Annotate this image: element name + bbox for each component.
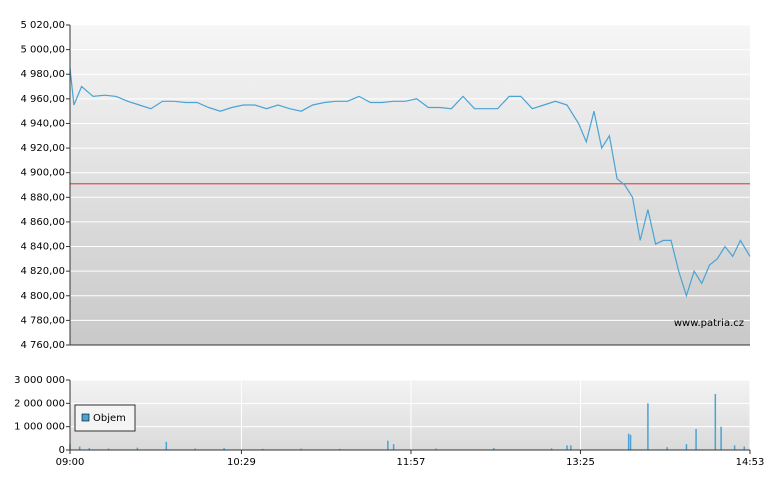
y-tick-label: 4 900,00: [20, 168, 65, 179]
volume-bar: [566, 445, 568, 450]
x-tick-label: 11:57: [397, 457, 426, 468]
volume-bar: [435, 448, 437, 450]
y-tick-label: 4 780,00: [20, 315, 65, 326]
x-tick-label: 10:29: [227, 457, 256, 468]
legend-box: [74, 404, 136, 432]
x-tick-label: 09:00: [56, 457, 85, 468]
volume-bar: [107, 448, 110, 450]
x-tick-label: 14:53: [736, 457, 765, 468]
price-line: [69, 68, 751, 298]
volume-bar: [223, 448, 225, 450]
volume-bar: [261, 448, 264, 450]
y-tick-label: 0: [59, 445, 65, 456]
y-tick-label: 4 800,00: [20, 291, 65, 302]
x-tick-label: 13:25: [566, 457, 595, 468]
volume-bar: [387, 440, 389, 450]
volume-bar: [647, 403, 649, 450]
y-tick-label: 5 000,00: [20, 45, 65, 56]
plot-background: [70, 380, 750, 450]
y-tick-label: 4 940,00: [20, 118, 65, 129]
y-tick-label: 4 840,00: [20, 242, 65, 253]
y-tick-label: 4 920,00: [20, 143, 65, 154]
y-tick-label: 4 760,00: [20, 340, 65, 351]
y-tick-label: 4 960,00: [20, 94, 65, 105]
volume-bar: [194, 448, 196, 450]
volume-bar: [88, 448, 91, 450]
volume-bar: [550, 448, 553, 450]
volume-bar: [78, 446, 81, 450]
volume-bar: [165, 441, 168, 450]
volume-bar: [570, 445, 572, 450]
y-tick-label: 4 820,00: [20, 266, 65, 277]
volume-bar: [629, 434, 632, 450]
volume-bar: [685, 444, 688, 450]
legend-swatch: [81, 413, 90, 422]
volume-bar: [338, 448, 341, 450]
volume-bar: [627, 433, 630, 450]
volume-bar: [392, 444, 395, 450]
y-tick-label: 4 860,00: [20, 217, 65, 228]
volume-bar: [720, 426, 722, 450]
y-tick-label: 2 000 000: [14, 398, 65, 409]
volume-bar: [714, 394, 717, 450]
watermark: www.patria.cz: [674, 318, 744, 329]
y-tick-label: 3 000 000: [14, 375, 65, 386]
volume-bar: [743, 446, 745, 450]
volume-bar: [695, 429, 697, 450]
volume-bar: [733, 445, 736, 450]
y-tick-label: 5 020,00: [20, 20, 65, 31]
volume-bar: [493, 448, 495, 450]
volume-bar: [136, 447, 139, 450]
volume-bar: [666, 447, 668, 450]
y-tick-label: 4 980,00: [20, 69, 65, 80]
y-tick-label: 1 000 000: [14, 422, 65, 433]
volume-bar: [300, 448, 302, 450]
y-tick-label: 4 880,00: [20, 192, 65, 203]
legend-label: Objem: [93, 413, 126, 424]
plot-background: [70, 25, 750, 345]
